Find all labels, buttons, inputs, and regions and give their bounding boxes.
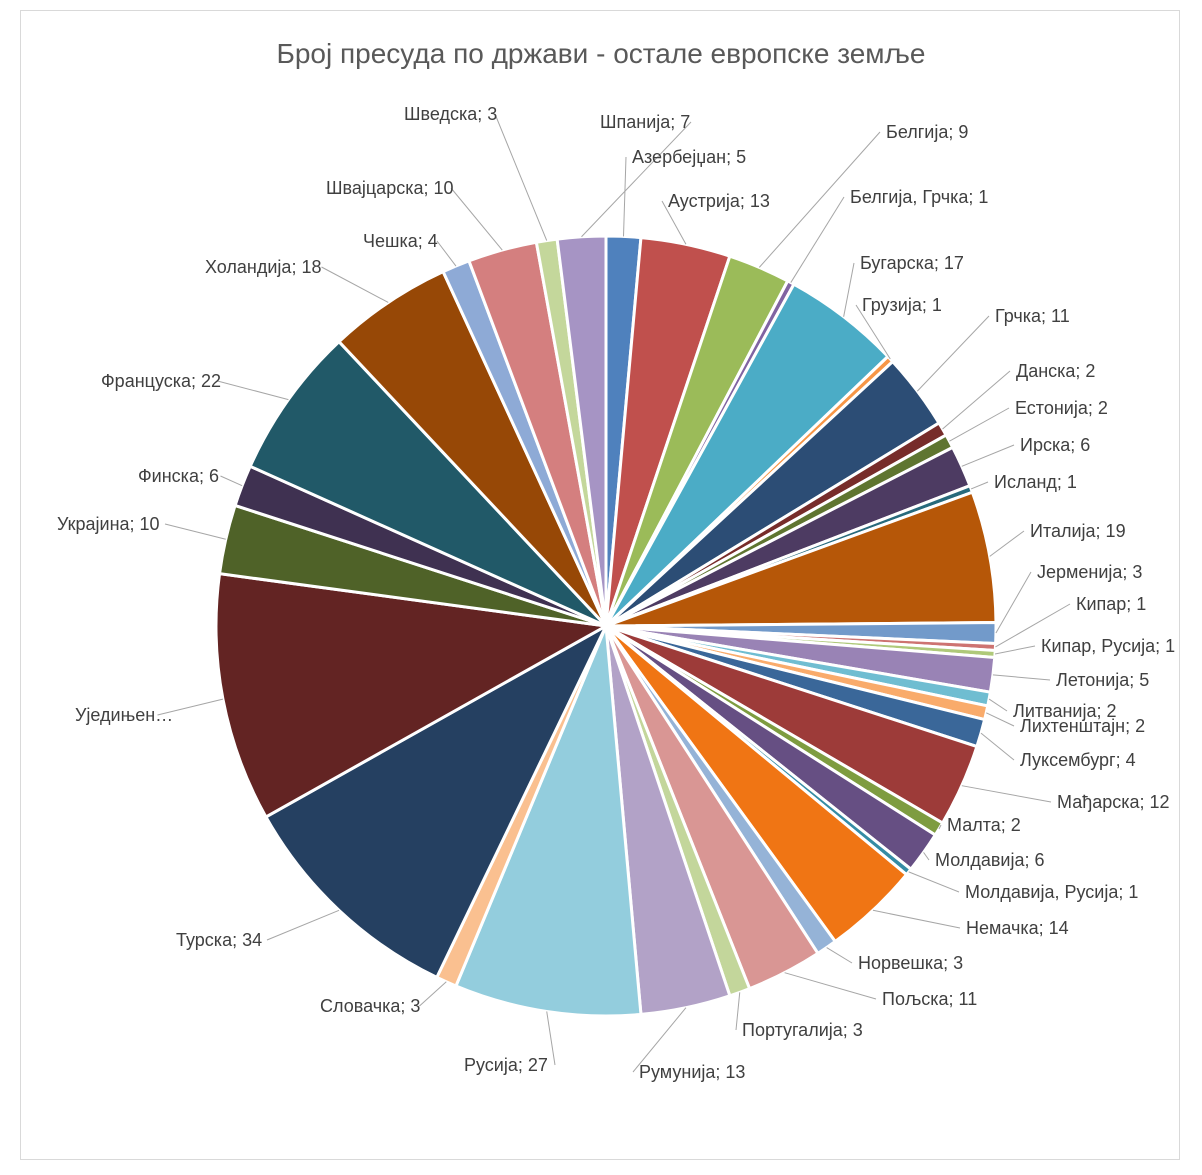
- data-label: Швајцарска; 10: [326, 178, 454, 198]
- leader-line: [961, 444, 1015, 467]
- data-label: Летонија; 5: [1056, 670, 1149, 690]
- pie-slice: [605, 490, 998, 628]
- chart-title: Број пресуда по држави - остале европске…: [276, 38, 926, 69]
- leader-line: [995, 571, 1032, 634]
- leader-line: [942, 370, 1011, 430]
- data-label: Азербејџан; 5: [632, 147, 746, 167]
- data-label: Кипар, Русија; 1: [1041, 636, 1175, 656]
- data-label: Словачка; 3: [320, 996, 420, 1016]
- leader-line: [164, 523, 226, 540]
- leader-line: [843, 262, 855, 317]
- data-label: Јерменија; 3: [1037, 562, 1142, 582]
- leader-line: [758, 131, 881, 268]
- leader-line: [980, 732, 1015, 761]
- data-label: Литванија; 2: [1013, 701, 1117, 721]
- data-label: Украјина; 10: [57, 514, 160, 534]
- leader-line: [581, 121, 692, 238]
- data-label: Француска; 22: [101, 371, 221, 391]
- data-label: Грчка; 11: [995, 306, 1070, 326]
- leader-line: [661, 200, 687, 245]
- data-label: Холандија; 18: [205, 257, 321, 277]
- leader-line: [266, 909, 340, 941]
- leader-line: [622, 156, 627, 237]
- data-label: Румунија; 13: [639, 1062, 745, 1082]
- data-label: Молдавија; 6: [935, 850, 1044, 870]
- data-label: Белгија, Грчка; 1: [850, 187, 988, 207]
- leader-line: [908, 871, 960, 893]
- data-label: Пољска; 11: [882, 989, 977, 1009]
- leader-line: [916, 315, 990, 392]
- data-label: Шпанија; 7: [600, 112, 690, 132]
- data-label: Луксембург; 4: [1020, 750, 1136, 770]
- leader-line: [992, 674, 1051, 681]
- leader-line: [988, 698, 1008, 712]
- data-label: Бугарска; 17: [860, 253, 964, 273]
- data-label: Молдавија, Русија; 1: [965, 882, 1138, 902]
- pie-slice: [214, 571, 611, 819]
- leader-line: [436, 240, 457, 267]
- leader-line: [419, 981, 447, 1007]
- data-label: Русија; 27: [464, 1055, 548, 1075]
- data-label: Данска; 2: [1016, 361, 1095, 381]
- leader-line: [790, 196, 845, 283]
- data-label: Финска; 6: [138, 466, 219, 486]
- leader-line: [494, 113, 548, 241]
- leader-line: [970, 481, 989, 490]
- data-label: Немачка; 14: [966, 918, 1069, 938]
- leader-line: [826, 947, 853, 964]
- data-label: Мађарска; 12: [1057, 792, 1170, 812]
- leader-line: [994, 645, 1036, 655]
- data-label: Грузија; 1: [862, 295, 942, 315]
- leader-line: [157, 698, 224, 716]
- leader-line: [220, 475, 243, 487]
- leader-line: [784, 972, 877, 1000]
- data-label: Норвешка; 3: [858, 953, 963, 973]
- data-label: Шведска; 3: [404, 104, 497, 124]
- leader-line: [321, 266, 389, 303]
- leader-line: [995, 603, 1071, 648]
- data-label: Португалија; 3: [742, 1020, 863, 1040]
- leader-line: [961, 785, 1052, 803]
- data-label: Ирска; 6: [1020, 435, 1090, 455]
- leader-line: [872, 909, 961, 929]
- pie-slice: [263, 622, 610, 980]
- data-label: Естонија; 2: [1015, 398, 1108, 418]
- pie-slice: [453, 625, 643, 1018]
- data-label: Италија; 19: [1030, 521, 1126, 541]
- leader-line: [989, 530, 1025, 557]
- data-label: Исланд; 1: [994, 472, 1077, 492]
- data-label: Аустрија; 13: [668, 191, 770, 211]
- leader-line: [986, 712, 1015, 727]
- data-label: Лихтенштајн; 2: [1020, 716, 1145, 736]
- data-label: Турска; 34: [176, 930, 262, 950]
- leader-line: [546, 1011, 556, 1066]
- leader-line: [450, 187, 503, 251]
- leader-line: [855, 304, 891, 360]
- leader-line: [923, 852, 930, 861]
- data-label: Малта; 2: [947, 815, 1021, 835]
- data-label: Кипар; 1: [1076, 594, 1146, 614]
- leader-line: [735, 992, 741, 1031]
- leader-line: [217, 380, 289, 401]
- data-label: Белгија; 9: [886, 122, 968, 142]
- data-label: Чешка; 4: [363, 231, 438, 251]
- data-label: Уједињен…: [75, 705, 173, 725]
- leader-line: [938, 824, 942, 830]
- leader-line: [632, 1007, 687, 1073]
- leader-line: [949, 407, 1010, 442]
